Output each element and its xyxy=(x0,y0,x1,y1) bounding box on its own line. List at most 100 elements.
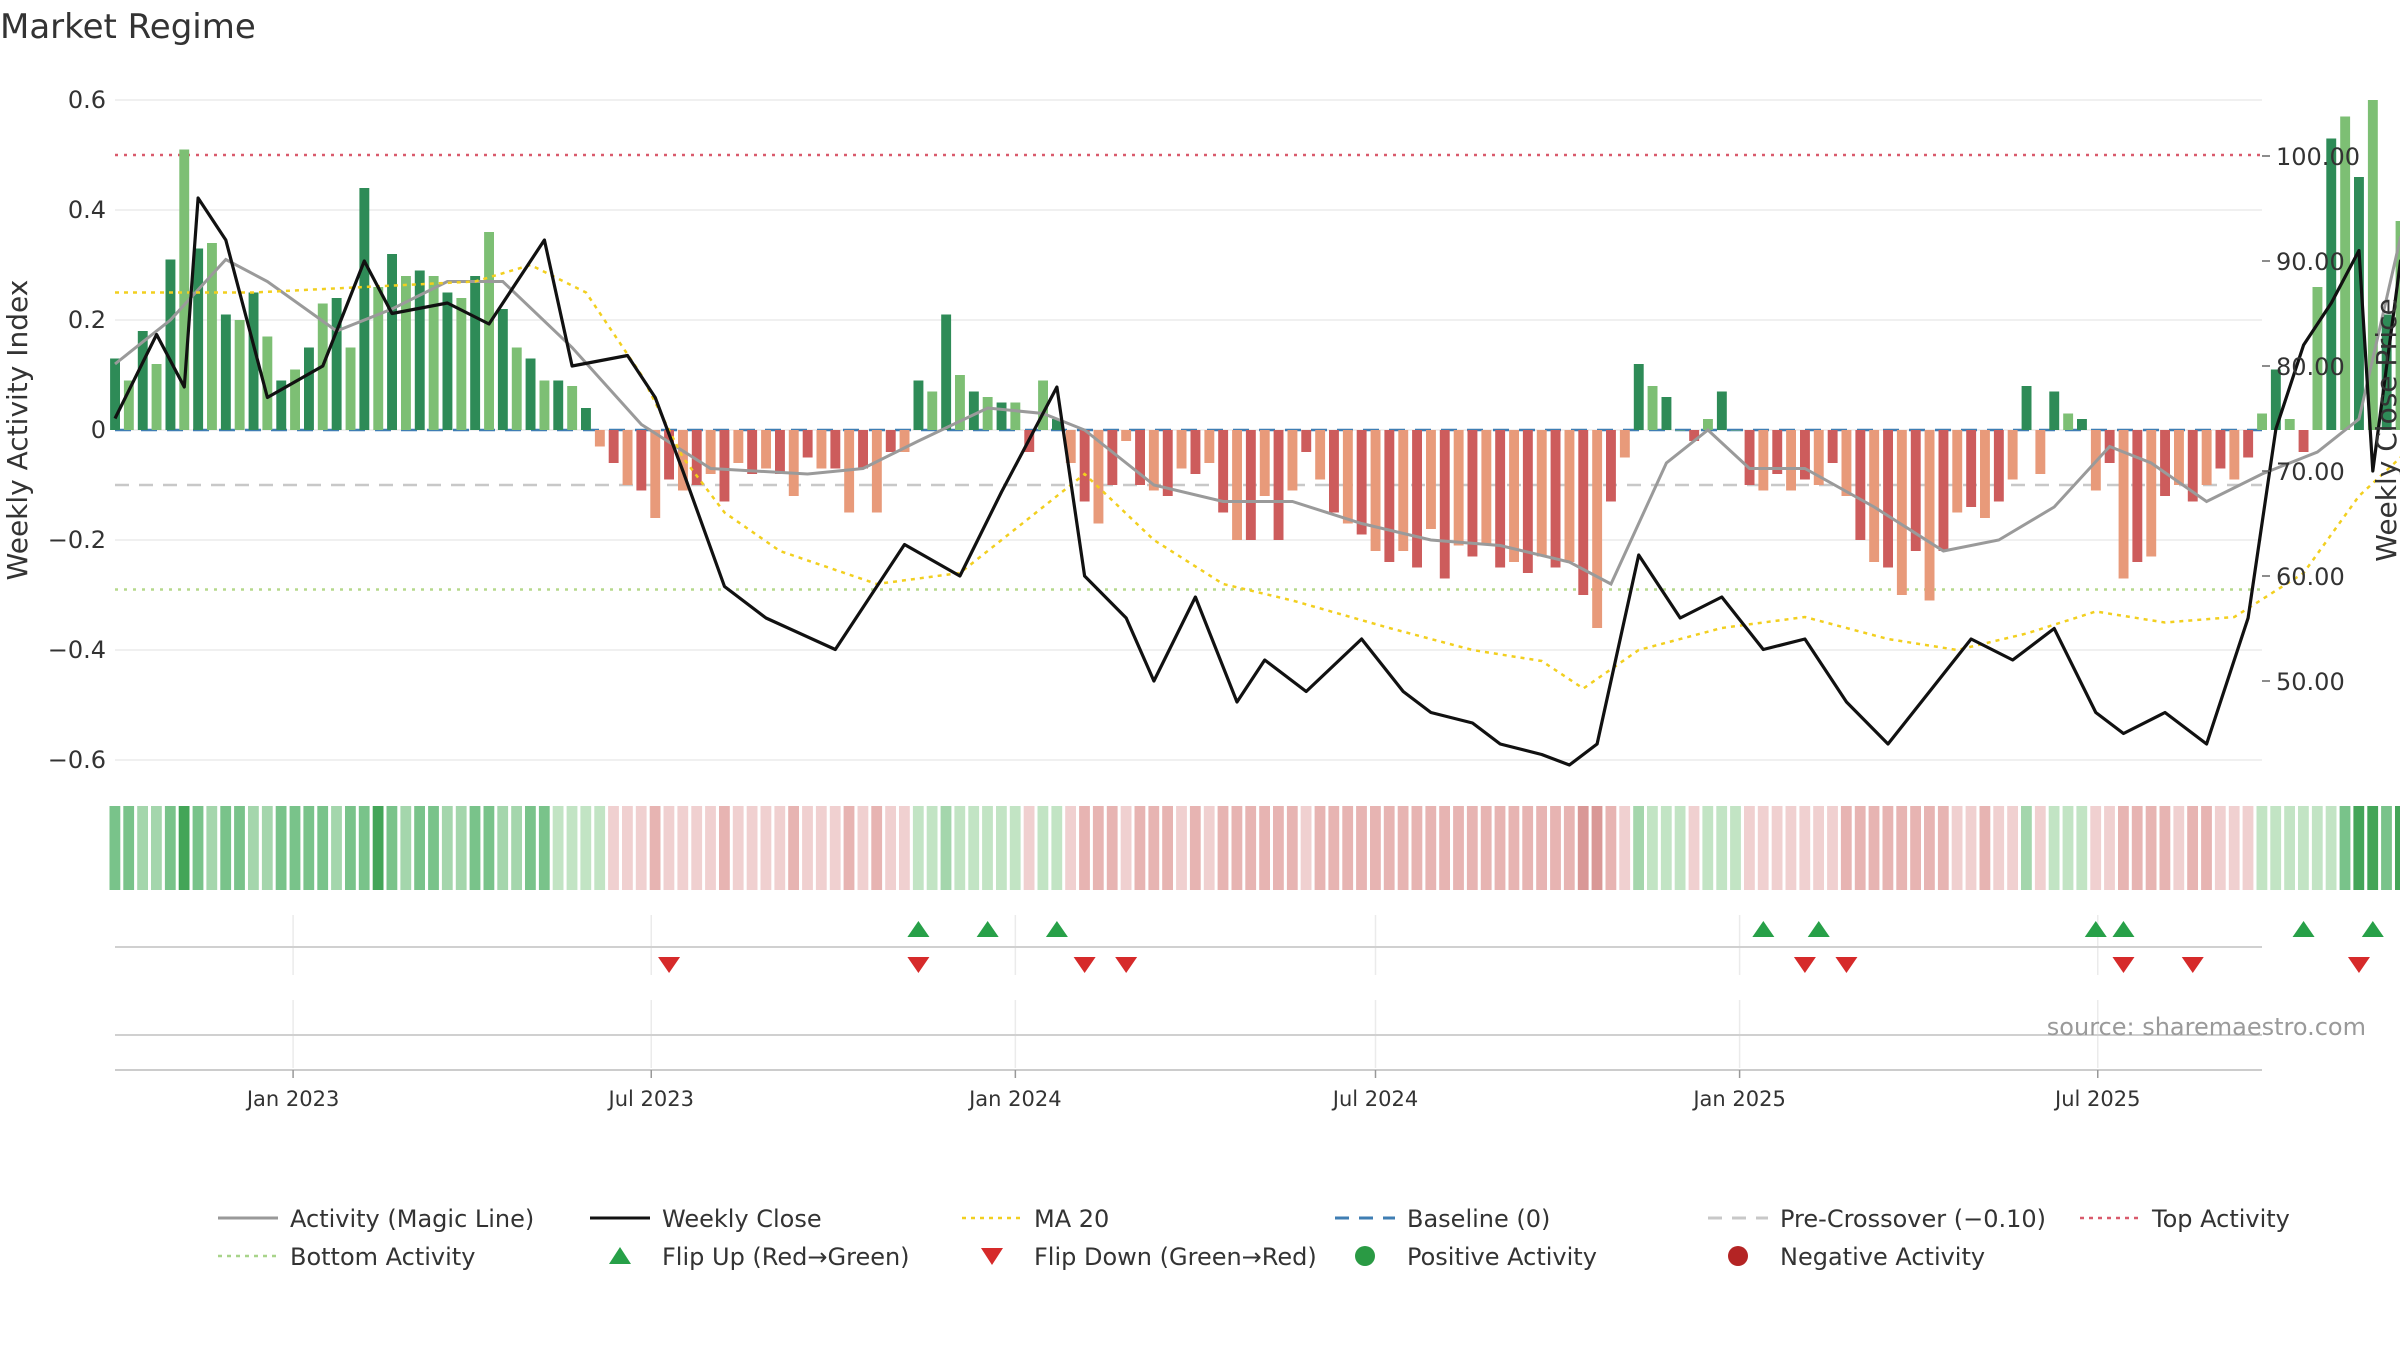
regime-cell xyxy=(1079,806,1090,890)
activity-bar xyxy=(2187,430,2198,502)
activity-bar xyxy=(276,380,287,430)
activity-bar xyxy=(110,358,120,430)
regime-cell xyxy=(580,806,592,890)
regime-cell xyxy=(1660,806,1672,890)
regime-cell xyxy=(732,806,744,890)
activity-bar xyxy=(123,380,134,430)
legend-item: Negative Activity xyxy=(1728,1243,1985,1271)
regime-cell xyxy=(497,806,509,890)
regime-cell xyxy=(123,806,135,890)
regime-cell xyxy=(857,806,869,890)
regime-cell xyxy=(1300,806,1312,890)
flip-down-marker xyxy=(2112,957,2135,973)
activity-bar xyxy=(1453,430,1464,546)
regime-cell xyxy=(275,806,287,890)
legend-label: Activity (Magic Line) xyxy=(290,1205,534,1233)
regime-cell xyxy=(1910,806,1921,890)
activity-bar xyxy=(1301,430,1312,452)
legend: Activity (Magic Line) Weekly Close MA 20 Ba… xyxy=(218,1205,2290,1271)
activity-bar xyxy=(705,430,716,474)
legend-item: MA 20 xyxy=(962,1205,1109,1233)
activity-bar xyxy=(1259,430,1270,496)
activity-bar xyxy=(2215,430,2226,469)
flip-up-marker xyxy=(1807,921,1830,937)
activity-bar xyxy=(622,430,633,485)
activity-bar xyxy=(1716,391,1727,430)
flip-up-marker xyxy=(907,921,930,937)
activity-bar xyxy=(1883,430,1893,568)
regime-cell xyxy=(871,806,883,890)
activity-bar xyxy=(1800,430,1810,480)
regime-cell xyxy=(2118,806,2129,890)
regime-cell xyxy=(1273,806,1284,890)
activity-bar xyxy=(359,188,370,430)
legend-label: Positive Activity xyxy=(1407,1243,1597,1271)
activity-bar xyxy=(678,430,688,491)
activity-magic-line xyxy=(114,235,2400,587)
activity-bar xyxy=(1204,430,1215,463)
activity-bar xyxy=(996,402,1007,430)
regime-cell xyxy=(1162,806,1173,890)
activity-bar xyxy=(1952,430,1963,513)
flip-up-marker xyxy=(2292,921,2315,937)
activity-bar xyxy=(1661,397,1672,430)
regime-cell xyxy=(2325,806,2337,890)
regime-cell xyxy=(719,806,730,890)
flip-up-marker xyxy=(976,921,999,937)
legend-label: MA 20 xyxy=(1034,1205,1109,1233)
regime-strip xyxy=(109,806,2400,890)
regime-cell xyxy=(1840,806,1852,890)
y-tick-label: 0.6 xyxy=(68,86,106,114)
y-tick-label: 0 xyxy=(91,416,106,444)
regime-cell xyxy=(2048,806,2060,890)
activity-bar xyxy=(1980,430,1990,518)
activity-bar xyxy=(2243,430,2254,458)
regime-cell xyxy=(1619,806,1631,890)
activity-bar xyxy=(871,430,882,513)
activity-bar xyxy=(1896,430,1907,595)
regime-cell xyxy=(2062,806,2074,890)
activity-bar xyxy=(1924,430,1935,601)
activity-bar xyxy=(802,430,813,458)
y-axis-label: Weekly Activity Index xyxy=(1,280,34,581)
regime-cell xyxy=(2395,806,2400,890)
regime-cell xyxy=(2298,806,2309,890)
flip-down-marker xyxy=(1793,957,1816,973)
activity-bar xyxy=(1855,430,1866,540)
y-axis-ticks: 0.6 0.4 0.2 0 −0.2 −0.4 −0.6 xyxy=(48,86,106,774)
activity-bar xyxy=(1744,430,1755,485)
y2-tick-label: 50.00 xyxy=(2276,668,2345,696)
weekly-close-line xyxy=(113,196,2400,767)
activity-bar xyxy=(830,430,841,469)
legend-item: Top Activity xyxy=(2080,1205,2290,1233)
regime-cell xyxy=(1494,806,1506,890)
regime-cell xyxy=(109,806,121,890)
regime-cell xyxy=(234,806,245,890)
regime-cell xyxy=(1134,806,1146,890)
regime-cell xyxy=(1286,806,1298,890)
activity-bar xyxy=(1190,430,1201,474)
activity-bar xyxy=(1550,430,1561,568)
regime-cell xyxy=(317,806,329,890)
activity-bar xyxy=(2146,430,2157,557)
regime-cell xyxy=(885,806,896,890)
regime-cell xyxy=(2145,806,2157,890)
x-tick-label: Jan 2023 xyxy=(245,1087,340,1111)
activity-bar xyxy=(1370,430,1381,551)
regime-cell xyxy=(2270,806,2282,890)
activity-bar xyxy=(151,364,162,430)
activity-bar xyxy=(691,430,702,485)
regime-cell xyxy=(2187,806,2198,890)
regime-cell xyxy=(1397,806,1409,890)
regime-cell xyxy=(469,806,481,890)
regime-cell xyxy=(1716,806,1728,890)
regime-cell xyxy=(1647,806,1658,890)
activity-bar xyxy=(1827,430,1838,463)
y2-tick-label: 70.00 xyxy=(2276,458,2345,486)
regime-cell xyxy=(1757,806,1769,890)
regime-cell xyxy=(1951,806,1963,890)
regime-cell xyxy=(2007,806,2018,890)
regime-cell xyxy=(2034,806,2046,890)
grid-lines xyxy=(115,99,2262,1068)
y2-tick-label: 90.00 xyxy=(2276,248,2345,276)
